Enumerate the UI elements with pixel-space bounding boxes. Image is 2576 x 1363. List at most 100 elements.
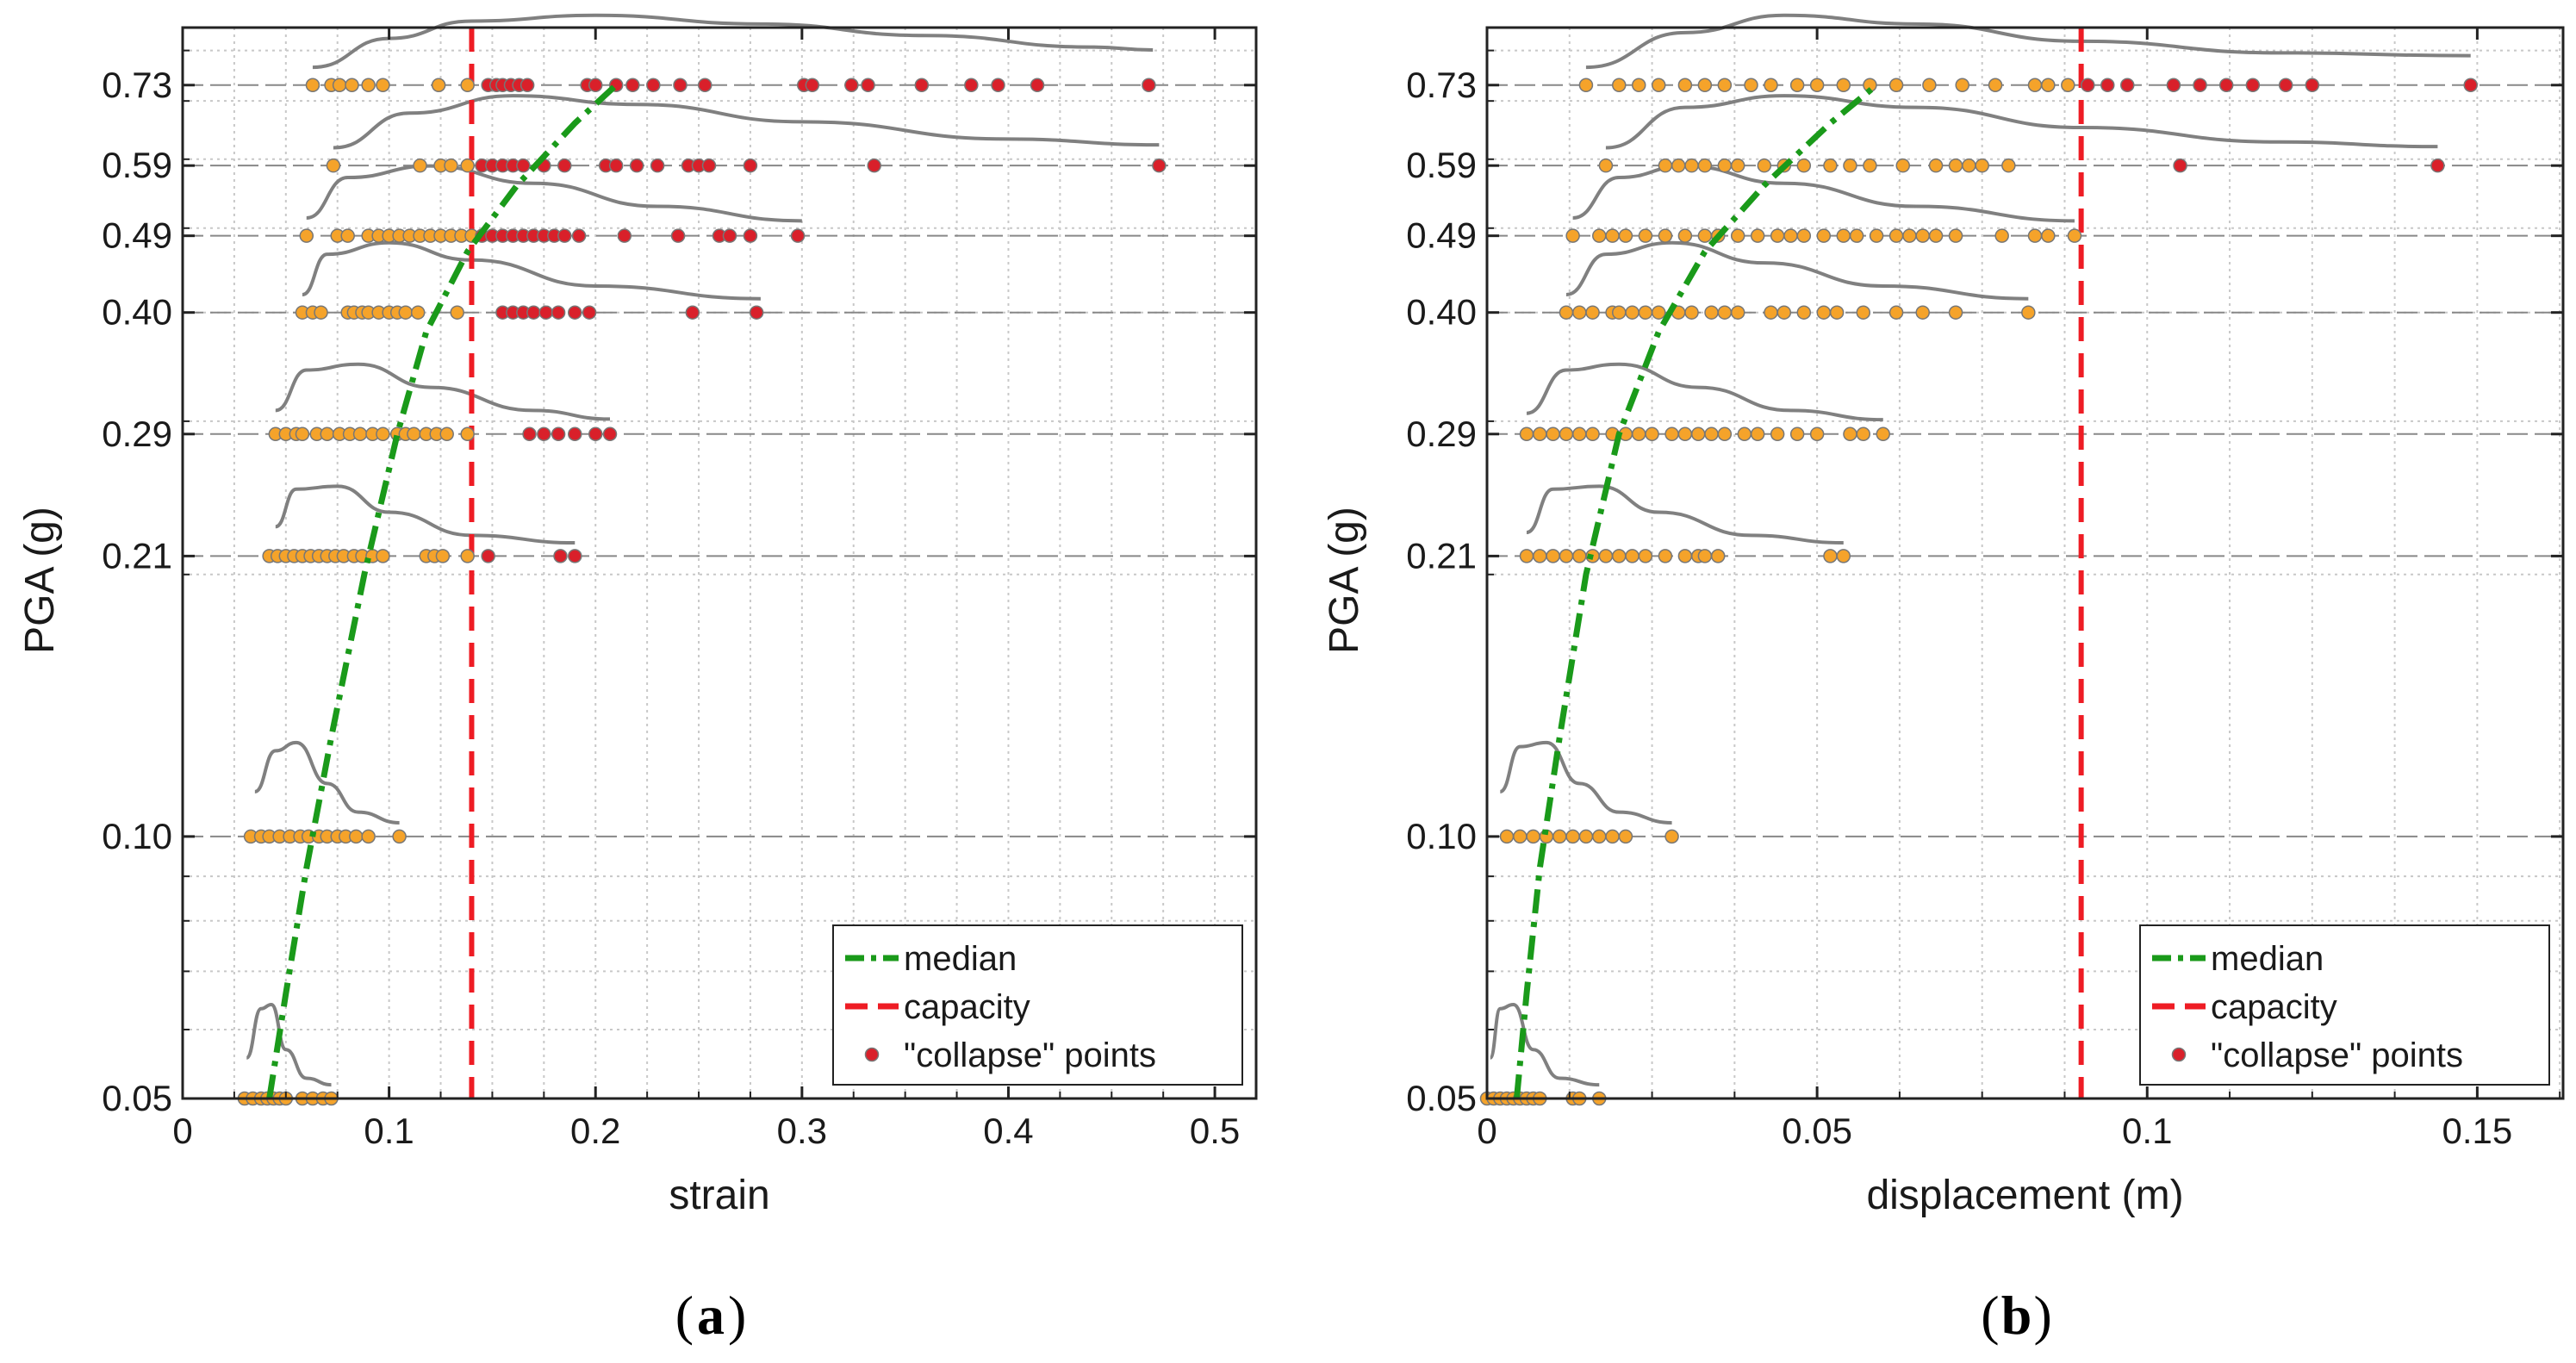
- data-point: [1631, 78, 1646, 93]
- collapse-point: [867, 158, 881, 173]
- x-ticks-a: 0 0.1 0.2 0.3 0.4 0.5: [172, 28, 1240, 1151]
- data-point: [1697, 549, 1713, 563]
- caption-close-paren-b: ): [2034, 1285, 2052, 1346]
- data-point: [1895, 158, 1910, 173]
- data-point: [460, 158, 475, 173]
- data-point: [1578, 78, 1594, 93]
- data-point: [1717, 426, 1733, 442]
- collapse-point: [646, 78, 661, 93]
- data-point: [2001, 158, 2016, 173]
- density-curve: [1488, 1002, 1600, 1087]
- y-tick-label: 0.21: [102, 535, 172, 576]
- data-point: [2067, 228, 2082, 243]
- data-point: [410, 305, 426, 320]
- data-point: [1809, 78, 1825, 93]
- data-point: [1730, 305, 1745, 320]
- data-point: [1677, 228, 1693, 243]
- collapse-point: [914, 78, 930, 93]
- x-tick-label: 0.4: [983, 1111, 1033, 1151]
- y-tick-label: 0.40: [1406, 292, 1477, 333]
- data-point: [2021, 305, 2036, 320]
- x-axis-label-b: displacement (m): [1866, 1173, 2183, 1218]
- collapse-point: [481, 549, 495, 563]
- data-point: [1578, 829, 1594, 844]
- data-point: [1598, 549, 1614, 563]
- data-point: [1625, 549, 1640, 563]
- data-point: [352, 426, 368, 442]
- collapse-point: [1142, 78, 1156, 93]
- data-point: [361, 78, 376, 93]
- data-point: [314, 305, 328, 320]
- data-point: [1843, 426, 1857, 442]
- data-point: [1836, 228, 1851, 243]
- density-curve: [1572, 164, 2075, 223]
- collapse-point: [522, 426, 537, 442]
- collapse-point: [625, 78, 640, 93]
- data-point: [1638, 228, 1653, 243]
- data-point: [1710, 549, 1726, 563]
- collapse-point: [526, 305, 541, 320]
- collapse-point: [537, 426, 551, 442]
- legend-collapse-label-b: "collapse" points: [2211, 1036, 2463, 1074]
- data-point: [1750, 426, 1765, 442]
- data-point: [320, 426, 334, 442]
- collapse-point: [520, 78, 535, 93]
- data-point: [1585, 305, 1600, 320]
- collapse-point: [2463, 78, 2478, 93]
- collapse-point: [2173, 158, 2187, 173]
- data-point: [332, 78, 347, 93]
- y-tick-label: 0.40: [102, 292, 172, 333]
- data-point: [1796, 228, 1812, 243]
- data-point: [1658, 228, 1673, 243]
- density-curves-a: [245, 13, 1160, 1087]
- y-tick-label: 0.05: [1406, 1078, 1477, 1118]
- legend-box-a: [832, 924, 1243, 1086]
- data-point: [398, 305, 414, 320]
- data-point: [1975, 158, 1989, 173]
- chart-panel-b: 0 0.05 0.1 0.15 0.050.100.210.290.400.490.5…: [1322, 13, 2565, 1346]
- data-point: [1783, 228, 1798, 243]
- data-point: [1664, 829, 1679, 844]
- data-point: [295, 426, 310, 442]
- data-point: [1796, 158, 1812, 173]
- data-point: [1552, 829, 1567, 844]
- caption-close-paren-a: ): [728, 1285, 746, 1346]
- data-point: [1994, 228, 2009, 243]
- data-point: [1876, 426, 1891, 442]
- data-point: [1684, 158, 1699, 173]
- collapse-point: [571, 228, 587, 243]
- collapse-point: [2278, 78, 2293, 93]
- collapse-point: [991, 78, 1005, 93]
- collapse-point: [582, 305, 597, 320]
- data-point: [1499, 829, 1515, 844]
- data-point: [1764, 305, 1778, 320]
- y-axis-label-a: PGA (g): [17, 507, 63, 654]
- data-point: [1816, 305, 1832, 320]
- y-tick-label: 0.05: [102, 1078, 172, 1118]
- data-point: [349, 829, 364, 844]
- points-a: [237, 78, 1167, 1106]
- density-curve: [1499, 740, 1672, 825]
- data-point: [1776, 305, 1792, 320]
- density-curve: [1605, 94, 2438, 150]
- median-curve: [1513, 83, 1879, 1099]
- data-point: [1717, 305, 1733, 320]
- data-point: [1671, 158, 1686, 173]
- data-point: [1519, 426, 1534, 442]
- data-point: [1809, 426, 1825, 442]
- data-point: [1513, 829, 1528, 844]
- y-ticks-b: 0.05 0.10 0.21 0.29 0.40 0.49 0.59 0.73: [1406, 49, 2563, 1118]
- data-point: [1962, 158, 1976, 173]
- collapse-point: [685, 305, 700, 320]
- data-point: [1645, 426, 1659, 442]
- collapse-point: [568, 305, 582, 320]
- data-point: [1915, 228, 1930, 243]
- data-point: [376, 426, 390, 442]
- plot-frame-a: [181, 26, 1258, 1100]
- y-tick-label: 0.59: [102, 145, 172, 185]
- caption-letter-b: b: [2001, 1285, 2032, 1346]
- y-tick-label: 0.29: [102, 414, 172, 454]
- collapse-point: [588, 78, 603, 93]
- collapse-point: [650, 158, 665, 173]
- data-point: [1658, 158, 1673, 173]
